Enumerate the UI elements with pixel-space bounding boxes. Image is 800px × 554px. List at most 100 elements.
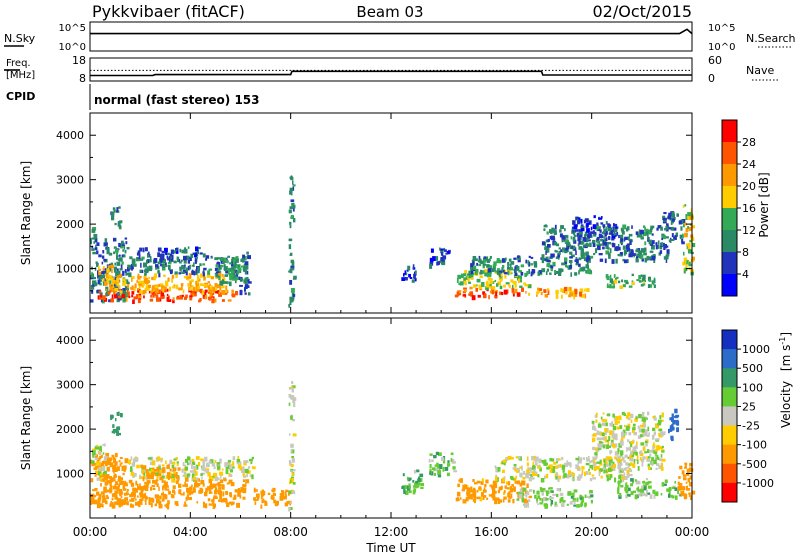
heatmap-cell xyxy=(168,265,171,270)
heatmap-cell xyxy=(98,471,102,476)
heatmap-cell xyxy=(196,283,200,288)
heatmap-cell xyxy=(645,478,649,481)
heatmap-cell xyxy=(93,453,96,458)
heatmap-cell xyxy=(218,276,221,281)
heatmap-cell xyxy=(208,475,213,481)
heatmap-cell xyxy=(139,247,143,252)
heatmap-cell xyxy=(196,249,199,255)
heatmap-cell xyxy=(144,247,148,252)
heatmap-cell xyxy=(242,267,246,272)
heatmap-cell xyxy=(172,467,177,472)
heatmap-cell xyxy=(239,466,243,471)
heatmap-cell xyxy=(137,486,141,490)
heatmap-cell xyxy=(214,267,219,272)
heatmap-cell xyxy=(544,224,547,227)
heatmap-cell xyxy=(655,242,658,245)
heatmap-cell xyxy=(627,487,631,492)
heatmap-cell xyxy=(464,280,467,285)
heatmap-cell xyxy=(596,222,599,226)
heatmap-cell xyxy=(626,259,629,263)
heatmap-cell xyxy=(256,493,260,498)
heatmap-cell xyxy=(543,496,547,502)
heatmap-cell xyxy=(221,468,224,471)
heatmap-cell xyxy=(104,481,108,486)
heatmap-cell xyxy=(625,281,629,285)
heatmap-cell xyxy=(604,428,608,433)
heatmap-cell xyxy=(111,479,116,482)
heatmap-cell xyxy=(291,261,295,266)
heatmap-cell xyxy=(627,493,631,497)
heatmap-cell xyxy=(509,267,514,271)
heatmap-cell xyxy=(570,496,574,499)
heatmap-cell xyxy=(596,437,601,441)
heatmap-cell xyxy=(466,273,469,277)
heatmap-cell xyxy=(124,249,127,254)
heatmap-cell xyxy=(160,253,165,257)
power-panel-frame xyxy=(89,112,693,314)
heatmap-cell xyxy=(222,260,225,264)
heatmap-cell xyxy=(592,446,596,451)
heatmap-cell xyxy=(586,237,589,243)
heatmap-cell xyxy=(189,281,192,287)
heatmap-cell xyxy=(102,267,105,271)
heatmap-cell xyxy=(688,249,692,254)
heatmap-cell xyxy=(216,291,221,294)
heatmap-cell xyxy=(184,466,188,471)
heatmap-cell xyxy=(289,268,293,274)
heatmap-cell xyxy=(155,266,158,270)
heatmap-cell xyxy=(616,232,619,236)
heatmap-cell xyxy=(527,467,532,472)
heatmap-cell xyxy=(103,486,107,490)
heatmap-cell xyxy=(595,248,598,254)
heatmap-cell xyxy=(644,441,648,443)
heatmap-cell xyxy=(512,498,515,504)
heatmap-cell xyxy=(647,481,652,484)
heatmap-cell xyxy=(181,285,183,290)
heatmap-cell xyxy=(118,242,121,248)
heatmap-cell xyxy=(197,266,200,271)
heatmap-cell xyxy=(438,260,442,263)
heatmap-cell xyxy=(209,289,213,294)
heatmap-cell xyxy=(163,274,166,277)
heatmap-cell xyxy=(113,278,118,281)
heatmap-cell xyxy=(137,483,139,489)
heatmap-cell xyxy=(650,225,655,229)
heatmap-cell xyxy=(546,503,549,509)
heatmap-cell xyxy=(674,234,677,240)
heatmap-cell xyxy=(497,281,501,286)
heatmap-cell xyxy=(483,293,487,299)
heatmap-cell xyxy=(649,449,654,453)
heatmap-cell xyxy=(575,250,577,256)
heatmap-cell xyxy=(145,495,148,500)
heatmap-cell xyxy=(182,289,185,294)
heatmap-cell xyxy=(240,278,244,281)
heatmap-cell xyxy=(106,247,110,252)
heatmap-cell xyxy=(110,477,114,483)
heatmap-cell xyxy=(194,482,197,488)
heatmap-cell xyxy=(186,255,190,260)
heatmap-cell xyxy=(581,466,585,470)
heatmap-cell xyxy=(545,490,550,494)
heatmap-cell xyxy=(620,227,625,232)
heatmap-cell xyxy=(528,261,531,267)
heatmap-cell xyxy=(291,176,294,181)
heatmap-cell xyxy=(497,489,501,494)
heatmap-cell xyxy=(244,463,247,466)
heatmap-cell xyxy=(280,496,284,499)
heatmap-cell xyxy=(507,481,511,486)
heatmap-cell xyxy=(586,288,590,292)
heatmap-cell xyxy=(566,241,571,246)
heatmap-cell xyxy=(657,240,660,245)
heatmap-cell xyxy=(642,231,647,237)
heatmap-cell xyxy=(671,423,674,429)
heatmap-cell xyxy=(473,265,477,270)
heatmap-cell xyxy=(559,498,562,504)
heatmap-cell xyxy=(95,244,97,248)
heatmap-cell xyxy=(639,457,642,461)
heatmap-cell xyxy=(92,489,96,492)
heatmap-cell xyxy=(92,227,97,231)
heatmap-cell xyxy=(546,231,549,235)
heatmap-cell xyxy=(505,282,510,285)
heatmap-cell xyxy=(187,265,190,271)
heatmap-cell xyxy=(228,473,231,477)
